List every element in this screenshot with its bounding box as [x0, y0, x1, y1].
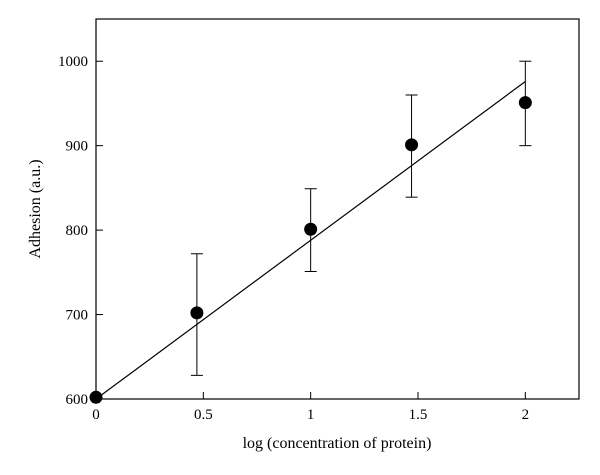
y-axis-title: Adhesion (a.u.) — [27, 159, 44, 258]
y-tick-label: 1000 — [58, 54, 88, 70]
data-point — [405, 138, 419, 152]
data-point — [190, 306, 204, 320]
x-axis-ticks: 0 0.5 1 1.5 2 — [92, 392, 529, 423]
x-tick-label: 0 — [92, 407, 100, 423]
x-tick-label: 1.5 — [409, 407, 428, 423]
plot-frame — [95, 18, 580, 400]
x-tick-label: 0.5 — [194, 407, 213, 423]
y-tick-label: 700 — [66, 308, 89, 324]
x-axis-title: log (concentration of protein) — [243, 435, 432, 452]
data-point — [518, 96, 532, 110]
data-point — [304, 222, 318, 236]
chart-marks — [89, 60, 532, 404]
y-tick-label: 600 — [66, 392, 89, 408]
data-point — [89, 390, 103, 404]
x-tick-label: 2 — [522, 407, 530, 423]
x-tick-label: 1 — [307, 407, 315, 423]
y-tick-label: 800 — [66, 223, 89, 239]
y-axis-ticks: 600 700 800 900 1000 — [58, 54, 103, 408]
y-tick-label: 900 — [66, 139, 89, 155]
